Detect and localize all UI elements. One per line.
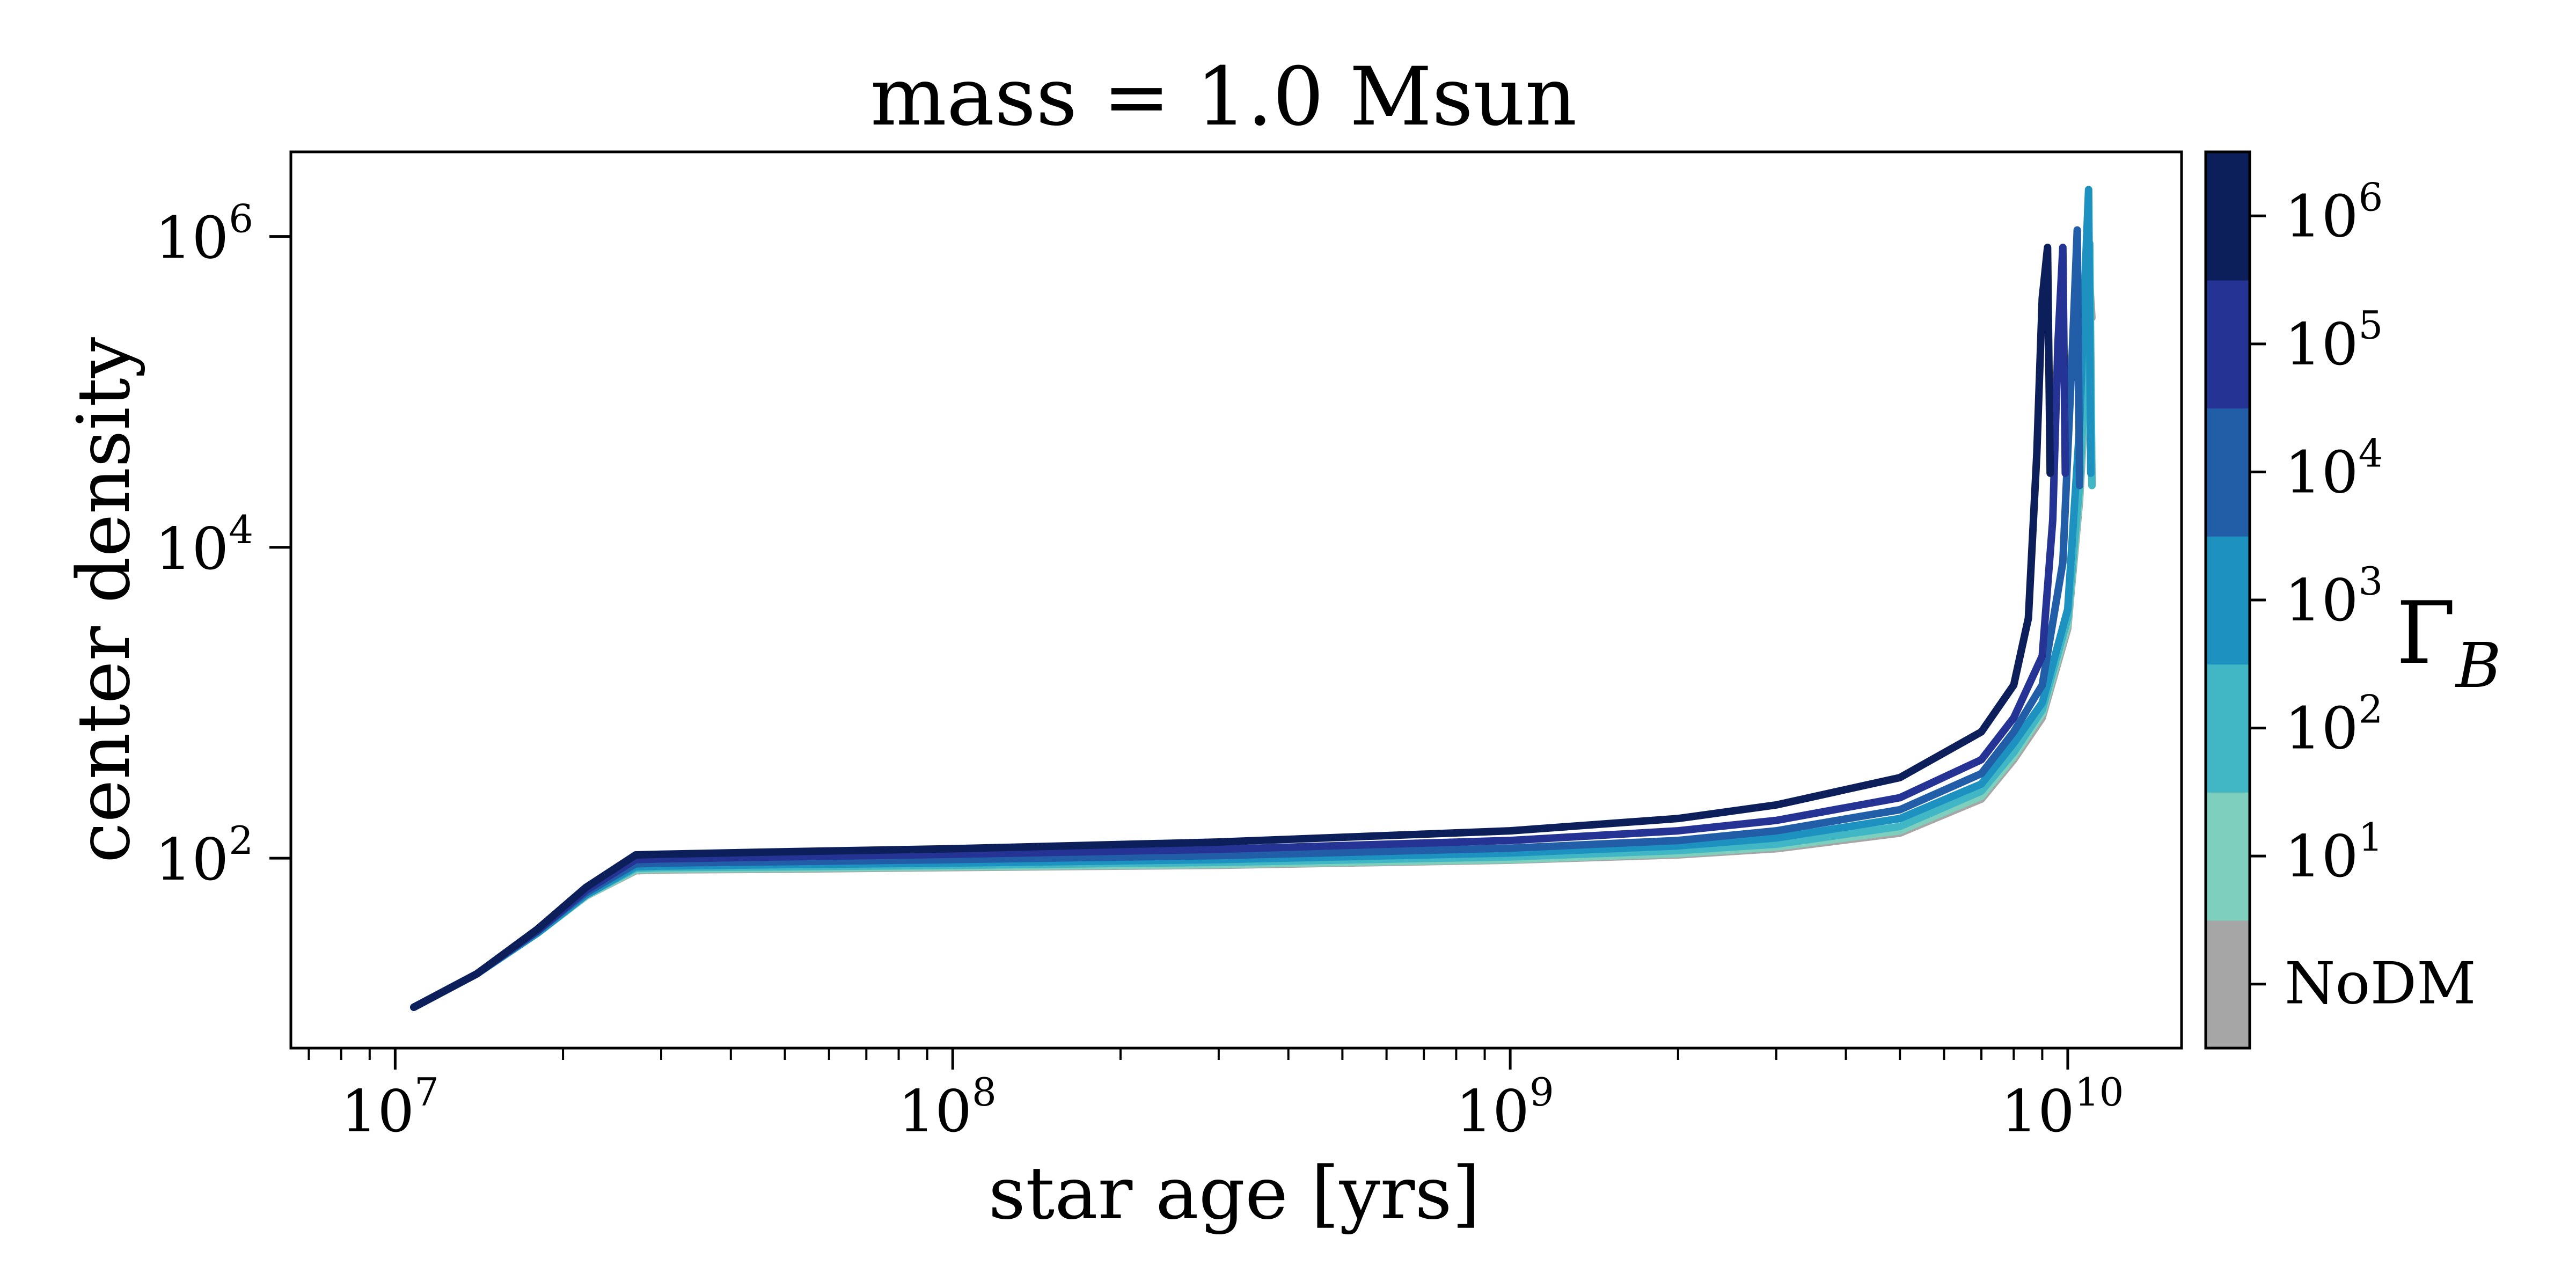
colorbar-segment xyxy=(2206,152,2250,281)
colorbar-tick-label: 104 xyxy=(2285,430,2383,506)
colorbar-segment xyxy=(2206,664,2250,793)
series-line-10-6 xyxy=(410,244,2054,1011)
colorbar-ticks: NoDM 101 102 103 104 105 106 xyxy=(2249,174,2476,1018)
colorbar xyxy=(2206,152,2250,1049)
colorbar-tick-label: 105 xyxy=(2285,303,2383,378)
y-axis: 102 104 106 xyxy=(155,196,291,894)
colorbar-segment xyxy=(2206,408,2250,537)
colorbar-tick-label: 101 xyxy=(2285,815,2383,890)
y-tick-label: 102 xyxy=(155,818,253,894)
colorbar-tick-label: 103 xyxy=(2285,559,2383,634)
x-axis-label: star age [yrs] xyxy=(989,1151,1481,1235)
colorbar-segment xyxy=(2206,920,2250,1049)
colorbar-label: ΓB xyxy=(2396,583,2501,702)
colorbar-segment xyxy=(2206,280,2250,409)
x-tick-label: 1010 xyxy=(2001,1070,2124,1145)
colorbar-label-main: Γ xyxy=(2396,583,2456,683)
colorbar-segment xyxy=(2206,536,2250,665)
plot-frame xyxy=(289,150,2183,1050)
colorbar-label-sub: B xyxy=(2455,630,2501,702)
colorbar-tick-label: NoDM xyxy=(2285,950,2476,1018)
series-layer xyxy=(410,186,2096,1011)
x-tick-label: 108 xyxy=(898,1070,997,1145)
x-tick-label: 109 xyxy=(1455,1070,1554,1145)
y-tick-label: 104 xyxy=(155,507,253,583)
chart-title: mass = 1.0 Msun xyxy=(870,50,1577,144)
colorbar-tick-label: 102 xyxy=(2285,687,2383,763)
colorbar-segment xyxy=(2206,792,2250,921)
y-tick-label: 106 xyxy=(155,196,253,272)
plot-area xyxy=(291,152,2182,1048)
colorbar-tick-label: 106 xyxy=(2285,174,2383,250)
x-tick-label: 107 xyxy=(341,1070,439,1145)
y-axis-label: center density xyxy=(62,337,146,863)
x-axis: 107 108 109 1010 xyxy=(308,1048,2124,1145)
